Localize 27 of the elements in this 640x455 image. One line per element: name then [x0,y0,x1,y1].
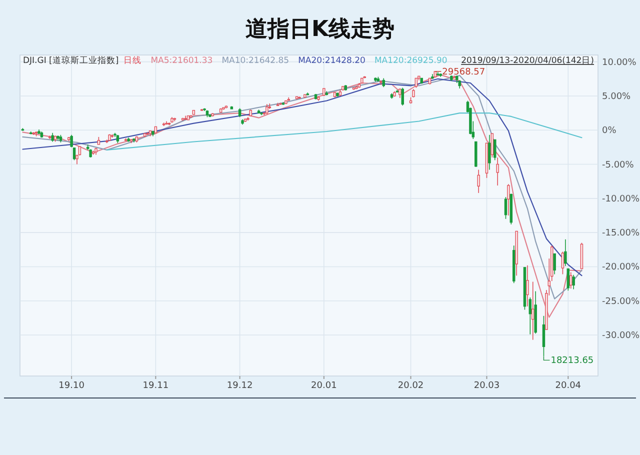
y-tick-label: 0% [602,126,617,136]
x-tick-label: 20.02 [398,381,424,391]
text: MA5:21601.33 [150,56,213,66]
y-tick-label: -10.00% [602,194,640,204]
y-tick-label: -15.00% [602,228,640,239]
text: MA120:26925.90 [374,56,448,66]
text: 日线 [124,55,142,66]
x-tick-label: 20.03 [474,381,500,391]
x-tick-label: 19.10 [58,381,85,391]
line-series [106,112,582,150]
chart-subtitle: DJI.GI [道琼斯工业指数] [23,55,119,66]
y-tick-label: -5.00% [602,160,634,170]
annotation: 29568.57 [442,67,486,78]
text: MA20:21428.20 [298,56,366,66]
y-tick-label: -25.00% [602,296,640,307]
text: MA10:21642.85 [222,56,290,66]
x-tick-label: 19.11 [142,381,169,391]
y-tick-label: -20.00% [602,262,640,273]
x-tick-label: 20.04 [555,381,582,391]
chart-title: 道指日K线走势 [245,17,395,42]
y-tick-label: -30.00% [602,331,640,342]
annotation: 18213.65 [550,356,594,366]
x-tick-label: 19.12 [226,381,253,391]
x-tick-label: 20.01 [311,381,337,391]
y-tick-label: 5.00% [602,92,632,102]
annotation: 2019/09/13-2020/04/06(142日) [461,56,594,66]
y-tick-label: 10.00% [602,58,637,68]
